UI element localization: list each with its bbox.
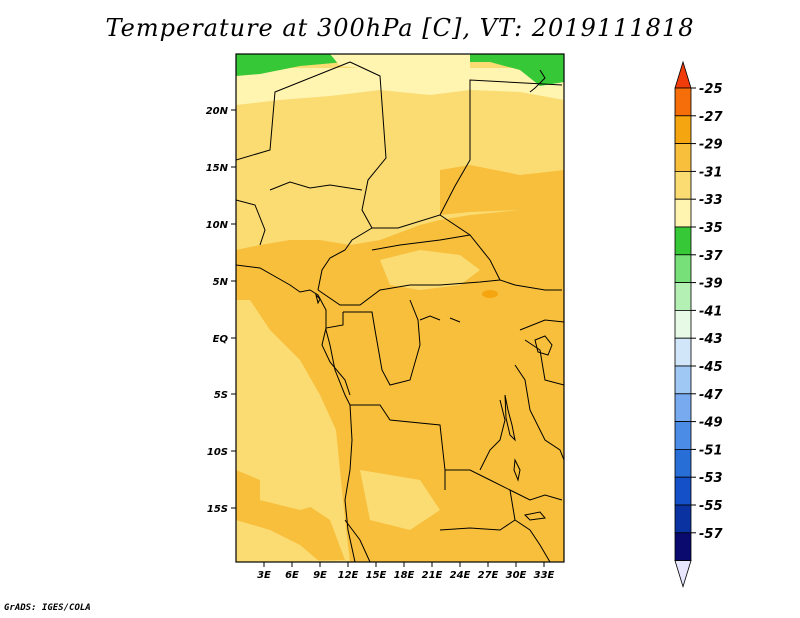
colorbar-label: -51	[699, 443, 723, 458]
colorbar-label: -31	[699, 165, 723, 180]
colorbar-label: -45	[699, 360, 723, 375]
colorbar-label: -39	[699, 277, 723, 292]
footer-credit: GrADS: IGES/COLA	[4, 603, 91, 613]
lon-label: 6E	[285, 570, 299, 581]
colorbar-label: -27	[699, 110, 723, 125]
colorbar-swatch	[674, 282, 692, 311]
chart-title: Temperature at 300hPa [C], VT: 201911181…	[105, 14, 695, 42]
lat-label: 15S	[207, 504, 228, 515]
colorbar-swatch	[674, 337, 692, 367]
colorbar-swatch	[674, 198, 692, 228]
colorbar-swatch	[674, 393, 692, 422]
colorbar-label: -43	[699, 332, 723, 347]
lon-label: 24E	[450, 570, 471, 581]
colorbar-label: -57	[699, 527, 723, 542]
colorbar-swatch	[674, 87, 692, 117]
colorbar-bottom-arrow	[674, 560, 692, 588]
colorbar-label: -53	[699, 471, 723, 486]
colorbar-label: -25	[699, 82, 723, 97]
colorbar-label: -35	[699, 221, 723, 236]
colorbar-swatch	[674, 365, 692, 395]
latitude-axis: 20N 15N 10N 5N EQ 5S 10S 15S	[206, 106, 236, 515]
lon-label: 30E	[506, 570, 527, 581]
colorbar-label: -29	[699, 138, 723, 153]
colorbar-top-arrow	[674, 60, 692, 89]
colorbar-label: -41	[699, 304, 723, 319]
colorbar-label: -47	[699, 388, 723, 403]
colorbar-swatch	[674, 226, 692, 256]
lat-label: EQ	[213, 334, 229, 345]
colorbar-swatch	[674, 115, 692, 145]
colorbar-swatch	[674, 532, 692, 561]
lon-label: 3E	[257, 570, 271, 581]
colorbar-swatch	[674, 476, 692, 506]
colorbar-label: -49	[699, 416, 723, 431]
colorbar-swatch	[674, 309, 692, 339]
field-green-edge	[236, 54, 350, 76]
lon-label: 33E	[534, 570, 555, 581]
lat-label: 5S	[214, 390, 228, 401]
colorbar-label: -55	[699, 499, 723, 514]
colorbar-label: -37	[699, 249, 723, 264]
map-frame	[235, 53, 565, 563]
colorbar-swatch	[674, 421, 692, 450]
longitude-axis: 3E 6E 9E 12E 15E 18E 21E 24E 27E 30E 33E	[257, 562, 555, 581]
lat-label: 10S	[207, 447, 228, 458]
lat-label: 15N	[206, 163, 229, 174]
lon-label: 27E	[478, 570, 499, 581]
lon-label: 15E	[366, 570, 387, 581]
colorbar-swatch	[674, 170, 692, 200]
colorbar-label: -33	[699, 193, 723, 208]
field-north-strip	[236, 68, 564, 105]
lat-label: 10N	[206, 220, 229, 231]
lat-label: 20N	[206, 106, 229, 117]
temperature-field	[236, 54, 564, 562]
lon-label: 9E	[313, 570, 327, 581]
lon-label: 12E	[338, 570, 359, 581]
country-borders	[236, 61, 564, 562]
colorbar-swatch	[674, 448, 692, 478]
colorbar-swatch	[674, 254, 692, 284]
lon-label: 21E	[422, 570, 443, 581]
field-warm-spot	[482, 290, 498, 298]
colorbar-swatch	[674, 504, 692, 534]
colorbar-swatch	[674, 143, 692, 172]
lon-label: 18E	[394, 570, 415, 581]
lat-label: 5N	[213, 277, 229, 288]
colorbar: -25 -27 -29 -31 -33 -35 -37 -39 -41 -43 -45 -47 -49 -…	[674, 60, 723, 588]
